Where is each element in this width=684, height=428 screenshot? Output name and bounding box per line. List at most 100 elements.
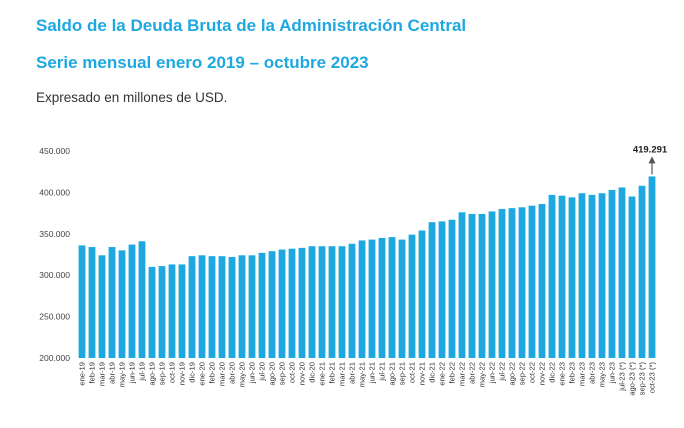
y-tick-label: 300.000 [39, 270, 70, 280]
bar [398, 239, 406, 358]
x-tick-label: may-22 [478, 362, 487, 387]
x-tick-label: may-19 [118, 362, 127, 387]
bar [208, 256, 216, 358]
y-tick-label: 250.000 [39, 312, 70, 322]
bar [548, 194, 556, 358]
bar [318, 246, 326, 358]
x-tick-label: sep-22 [518, 362, 527, 385]
x-tick-label: nov-21 [418, 362, 427, 385]
bar [558, 195, 566, 358]
x-tick-label: jul-20 [258, 362, 267, 382]
bar [488, 211, 496, 358]
bar [638, 185, 646, 358]
y-tick-label: 200.000 [39, 353, 70, 363]
bar [88, 247, 96, 358]
bar [218, 256, 226, 358]
bar [598, 193, 606, 358]
bar [608, 189, 616, 358]
bar [158, 266, 166, 358]
bar [248, 255, 256, 358]
x-tick-label: ago-22 [508, 362, 517, 386]
bar [188, 256, 196, 358]
bar [468, 213, 476, 358]
x-tick-label: jul-21 [378, 362, 387, 382]
y-tick-label: 450.000 [39, 146, 70, 156]
x-tick-label: ago-21 [388, 362, 397, 386]
bar [388, 237, 396, 358]
x-tick-label: oct-22 [528, 362, 537, 383]
x-tick-label: ene-21 [318, 362, 327, 386]
bar [538, 203, 546, 358]
bar [478, 213, 486, 358]
bar [348, 243, 356, 358]
annotation-arrow-icon [648, 156, 656, 164]
x-tick-label: ene-19 [78, 362, 87, 386]
x-tick-label: ene-20 [198, 362, 207, 386]
x-tick-label: jul-19 [138, 362, 147, 382]
y-tick-label: 350.000 [39, 229, 70, 239]
bar [428, 222, 436, 358]
bar [328, 246, 336, 358]
bar [458, 212, 466, 358]
x-tick-label: sep-23 (*) [638, 362, 647, 396]
x-tick-label: nov-19 [178, 362, 187, 385]
x-tick-label: nov-20 [298, 362, 307, 385]
bar [298, 247, 306, 358]
bar [308, 246, 316, 358]
bar [98, 255, 106, 358]
x-tick-label: mar-23 [578, 362, 587, 386]
x-tick-label: feb-19 [88, 362, 97, 384]
x-tick-label: jul-23 (*) [618, 362, 627, 392]
x-tick-label: abr-21 [348, 362, 357, 384]
x-tick-label: ene-23 [558, 362, 567, 386]
x-tick-label: feb-23 [568, 362, 577, 384]
x-tick-label: may-23 [598, 362, 607, 387]
bar [378, 237, 386, 358]
x-tick-label: oct-19 [168, 362, 177, 383]
x-tick-label: abr-22 [468, 362, 477, 384]
bar [78, 245, 86, 358]
bar [128, 244, 136, 358]
x-tick-label: ene-22 [438, 362, 447, 386]
bar [408, 234, 416, 358]
bar [278, 249, 286, 358]
x-tick-label: feb-20 [208, 362, 217, 384]
x-tick-label: mar-19 [98, 362, 107, 386]
x-tick-label: may-20 [238, 362, 247, 387]
x-tick-label: feb-21 [328, 362, 337, 384]
x-tick-label: dic-22 [548, 362, 557, 383]
bar [618, 187, 626, 358]
bar [108, 247, 116, 358]
x-tick-label: jun-22 [488, 362, 497, 384]
bar [238, 255, 246, 358]
bar [358, 240, 366, 358]
x-tick-label: oct-20 [288, 362, 297, 383]
x-tick-label: mar-22 [458, 362, 467, 386]
x-tick-label: abr-23 [588, 362, 597, 384]
bar [368, 239, 376, 358]
bar [518, 207, 526, 358]
x-tick-label: may-21 [358, 362, 367, 387]
bar [148, 266, 156, 358]
bar [168, 264, 176, 358]
x-tick-label: jul-22 [498, 362, 507, 382]
bar [498, 208, 506, 358]
bar [508, 208, 516, 358]
x-tick-label: sep-20 [278, 362, 287, 385]
x-tick-label: sep-21 [398, 362, 407, 385]
bar [418, 230, 426, 358]
data-label: 419.291 [633, 144, 668, 155]
bar [578, 193, 586, 358]
bar [568, 197, 576, 358]
chart-title: Saldo de la Deuda Bruta de la Administra… [36, 16, 467, 35]
bar [438, 221, 446, 358]
bar [118, 250, 126, 358]
x-tick-label: mar-21 [338, 362, 347, 386]
bar [288, 248, 296, 358]
x-tick-label: mar-20 [218, 362, 227, 386]
bar [258, 252, 266, 358]
x-tick-label: dic-21 [428, 362, 437, 383]
units-note: Expresado en millones de USD. [36, 90, 228, 105]
x-tick-label: ago-19 [148, 362, 157, 386]
x-tick-label: jun-23 [608, 362, 617, 384]
